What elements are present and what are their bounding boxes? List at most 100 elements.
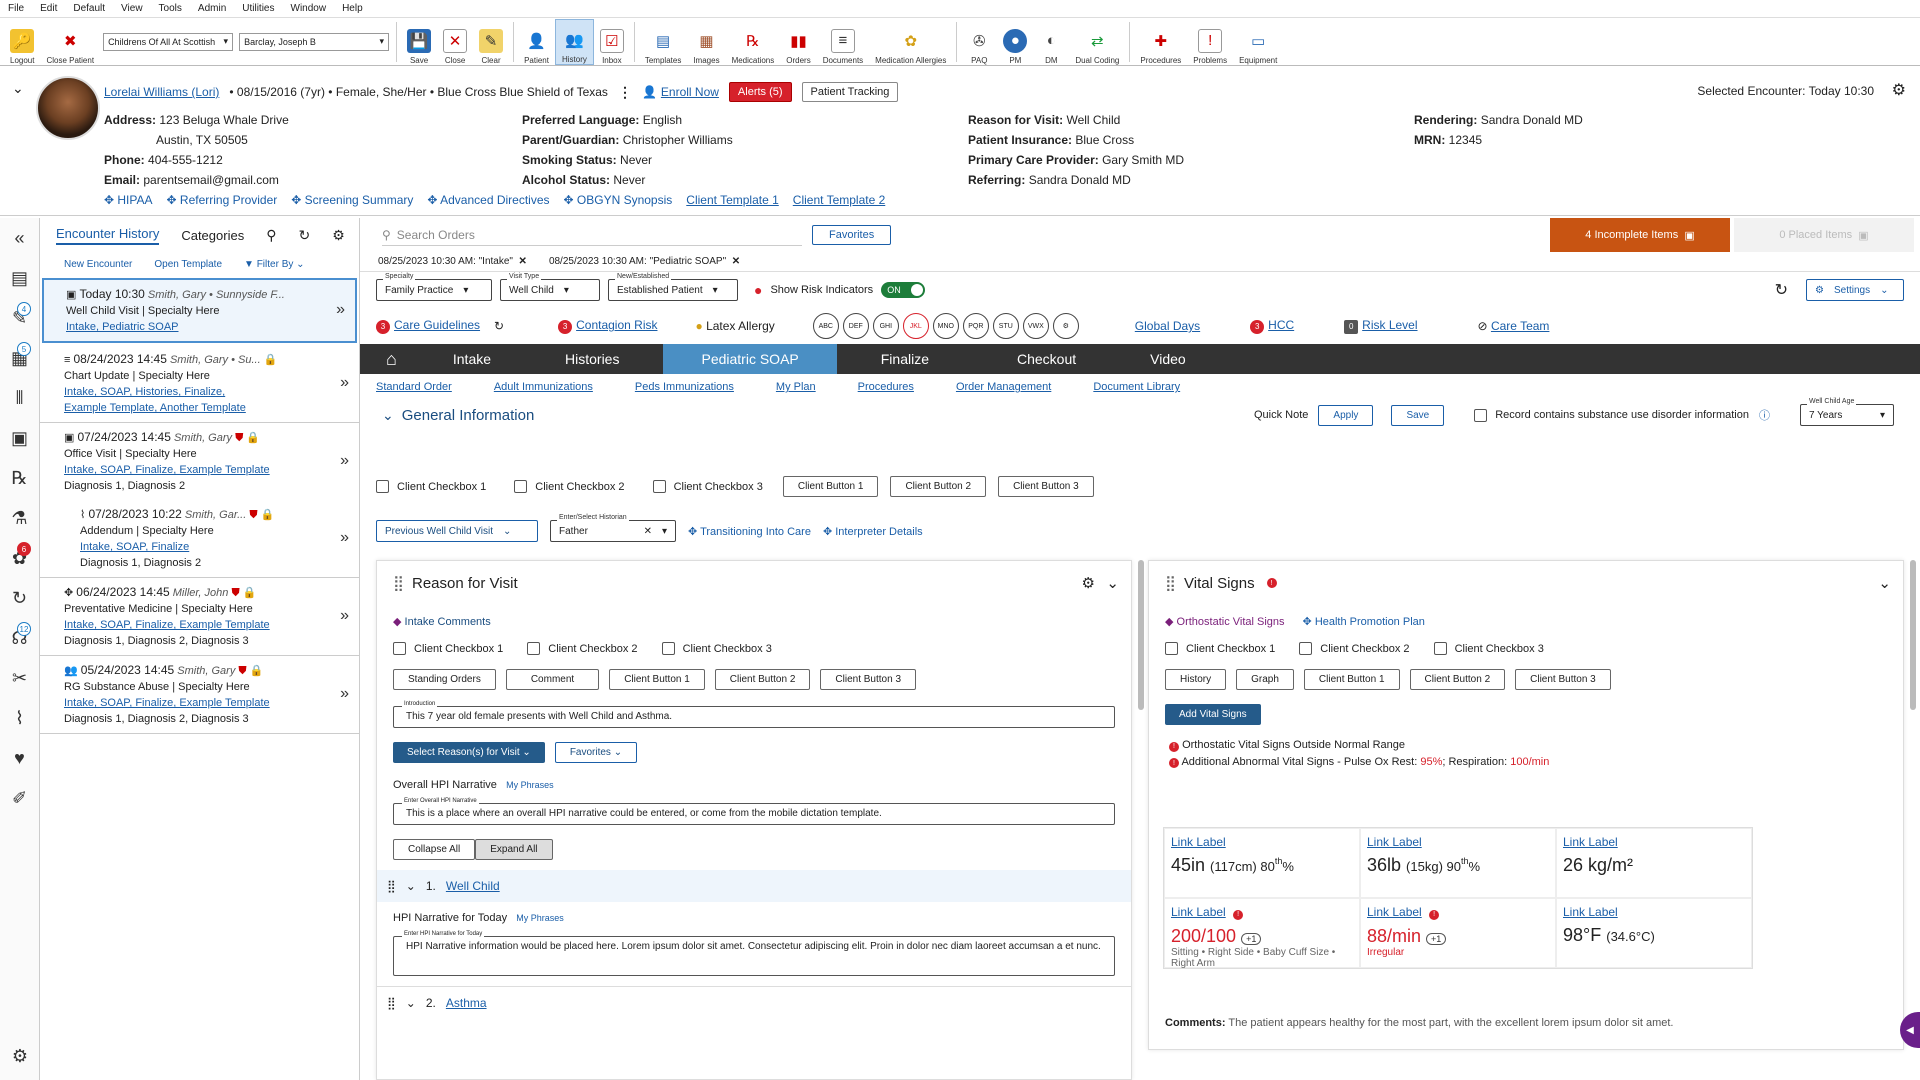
encounter-item[interactable]: ⌇ 07/28/2023 10:22 Smith, Gar... ⛊ 🔒 Add…	[40, 500, 359, 578]
side-drawer-handle[interactable]: ◀	[1900, 1012, 1920, 1048]
info-icon[interactable]: ⓘ	[1758, 410, 1770, 422]
refresh-cycle-icon[interactable]: ↻	[11, 587, 28, 608]
client-button-1[interactable]: Client Button 1	[609, 669, 705, 690]
global-days-link[interactable]: Global Days	[1134, 319, 1201, 333]
chart-icon[interactable]: ▤	[10, 267, 28, 288]
search-icon[interactable]: ⚲	[266, 226, 277, 243]
templates-button[interactable]: ▤ Templates	[639, 19, 687, 65]
client-button-2[interactable]: Client Button 2	[890, 476, 987, 497]
hpi-today-field[interactable]: Enter HPI Narrative for Today HPI Narrati…	[393, 931, 1115, 976]
lab-tubes-icon[interactable]: ⫴	[15, 387, 24, 408]
drag-handle-icon[interactable]: ⣿	[387, 879, 396, 893]
chevron-right-icon[interactable]: »	[336, 300, 345, 318]
my-phrases-link[interactable]: My Phrases	[506, 780, 554, 790]
care-guidelines-link[interactable]: 3 Care Guidelines	[376, 318, 480, 334]
client-checkbox-2[interactable]: Client Checkbox 2	[1299, 642, 1410, 655]
client-checkbox-3[interactable]: Client Checkbox 3	[1433, 642, 1544, 655]
apply-button[interactable]: Apply	[1318, 404, 1374, 426]
more-icon[interactable]: ⋮	[617, 83, 632, 100]
visit-type-select[interactable]: Visit Type Well Child ▾	[500, 273, 600, 301]
favorites-select[interactable]: Favorites ⌄	[554, 742, 638, 763]
syringe-icon[interactable]: ✐	[11, 787, 28, 808]
tab-checkout[interactable]: Checkout	[1017, 351, 1077, 367]
peds-immunizations-link[interactable]: Peds Immunizations	[634, 381, 734, 393]
historian-select[interactable]: Enter/Select Historian Father ✕ ▾	[550, 514, 676, 542]
close-patient-button[interactable]: ✖ Close Patient	[40, 19, 100, 65]
client-button-2[interactable]: Client Button 2	[714, 669, 811, 690]
new-encounter-link[interactable]: New Encounter	[64, 258, 133, 270]
procedures-link[interactable]: Procedures	[857, 381, 914, 393]
vitals-monitor-icon[interactable]: ⌇	[15, 707, 24, 728]
pm-button[interactable]: ● PM	[997, 19, 1033, 65]
collapse-all-button[interactable]: Collapse All	[393, 839, 476, 860]
chevron-down-icon[interactable]: ⌄	[1106, 575, 1119, 592]
patient-name[interactable]: Lorelai Williams (Lori)	[104, 85, 220, 99]
inbox-button[interactable]: ☑ Inbox	[594, 19, 630, 65]
indicator-circle[interactable]: JKL	[902, 313, 929, 339]
client-checkbox-2[interactable]: Client Checkbox 2	[527, 642, 638, 655]
prescription-icon[interactable]: ℞	[11, 467, 28, 488]
encounter-item[interactable]: ▣ Today 10:30 Smith, Gary • Sunnyside F.…	[42, 278, 357, 343]
intake-comments[interactable]: ◆ Intake Comments	[393, 616, 491, 628]
save-button[interactable]: 💾 Save	[401, 19, 437, 65]
client-button-2[interactable]: Client Button 2	[1409, 669, 1506, 690]
logout-button[interactable]: 🔑 Logout	[4, 19, 40, 65]
risk-indicators-toggle[interactable]: ON	[881, 282, 926, 298]
gear-icon[interactable]: ⚙	[1891, 82, 1906, 99]
tab-video[interactable]: Video	[1150, 351, 1186, 367]
previous-well-child-select[interactable]: Previous Well Child Visit ⌄	[376, 520, 538, 542]
encounter-item[interactable]: ≡ 08/24/2023 14:45 Smith, Gary • Su... 🔒…	[40, 345, 359, 423]
adult-immunizations-link[interactable]: Adult Immunizations	[493, 381, 593, 393]
enroll-link[interactable]: Enroll Now	[660, 85, 719, 99]
heart-icon[interactable]: ♥	[14, 747, 25, 768]
indicator-circle[interactable]: ABC	[812, 313, 839, 339]
menu-utilities[interactable]: Utilities	[242, 3, 275, 14]
incomplete-items-button[interactable]: 4 Incomplete Items ▣	[1550, 218, 1730, 252]
history-button[interactable]: 👥 History	[554, 18, 594, 65]
client-checkbox-3[interactable]: Client Checkbox 3	[661, 642, 772, 655]
filter-by-button[interactable]: ▼ Filter By ⌄	[244, 258, 305, 270]
client-button-1[interactable]: Client Button 1	[1303, 669, 1400, 690]
tab-finalize[interactable]: Finalize	[880, 351, 929, 367]
chevron-down-icon[interactable]: ⌄	[1878, 575, 1891, 592]
settings-dropdown[interactable]: ⚙ Settings ⌄	[1806, 279, 1904, 301]
facility-select[interactable]: Childrens Of All At Scottish ▾	[103, 32, 234, 51]
contagion-risk-link[interactable]: 3 Contagion Risk	[558, 318, 657, 334]
tab-categories[interactable]: Categories	[181, 227, 245, 243]
graph-button[interactable]: Graph	[1236, 669, 1294, 690]
indicator-circle[interactable]: STU	[992, 313, 1019, 339]
indicator-circle[interactable]: PQR	[962, 313, 989, 339]
close-icon[interactable]: ✕	[518, 256, 527, 267]
history-button[interactable]: History	[1165, 669, 1227, 690]
drag-handle-icon[interactable]: ⣿	[387, 995, 396, 1010]
obgyn-synopsis-link[interactable]: ✥ OBGYN Synopsis	[563, 193, 673, 207]
refresh-icon[interactable]: ↻	[298, 226, 311, 243]
panel-scrollbar[interactable]	[1910, 560, 1916, 710]
tab-encounter-history[interactable]: Encounter History	[56, 226, 160, 245]
tab-intake[interactable]: Intake	[452, 351, 492, 367]
tab-soap-doc[interactable]: 08/25/2023 10:30 AM: "Pediatric SOAP" ✕	[548, 256, 741, 267]
menu-admin[interactable]: Admin	[197, 3, 227, 14]
drag-handle-icon[interactable]: ⣿	[1165, 575, 1176, 592]
client-template-2-link[interactable]: Client Template 2	[792, 193, 886, 207]
clear-button[interactable]: ✎ Clear	[473, 19, 509, 65]
open-template-link[interactable]: Open Template	[154, 258, 223, 270]
client-template-1-link[interactable]: Client Template 1	[686, 193, 779, 207]
encounter-item[interactable]: 👥 05/24/2023 14:45 Smith, Gary ⛊ 🔒 RG Su…	[40, 656, 359, 734]
client-checkbox-2[interactable]: Client Checkbox 2	[514, 480, 625, 493]
stethoscope-icon[interactable]: ☊ 12	[0, 618, 39, 658]
menu-help[interactable]: Help	[342, 3, 363, 14]
chevron-right-icon[interactable]: »	[340, 373, 349, 391]
favorites-button[interactable]: Favorites	[812, 225, 892, 245]
specialty-select[interactable]: Specialty Family Practice ▾	[376, 273, 492, 301]
medications-button[interactable]: ℞ Medications	[726, 19, 781, 65]
gear-icon[interactable]: ⚙	[1052, 313, 1079, 339]
tab-intake-doc[interactable]: 08/25/2023 10:30 AM: "Intake" ✕	[378, 256, 527, 267]
gear-icon[interactable]: ⚙	[1081, 575, 1095, 592]
health-promotion-link[interactable]: ✥ Health Promotion Plan	[1302, 616, 1425, 628]
close-icon[interactable]: ✕	[731, 256, 741, 267]
chevron-right-icon[interactable]: »	[340, 451, 349, 469]
calendar-icon[interactable]: ▦ 5	[0, 338, 39, 378]
transitioning-link[interactable]: ✥ Transitioning Into Care	[688, 525, 811, 538]
risk-level-link[interactable]: 0 Risk Level	[1344, 318, 1418, 334]
